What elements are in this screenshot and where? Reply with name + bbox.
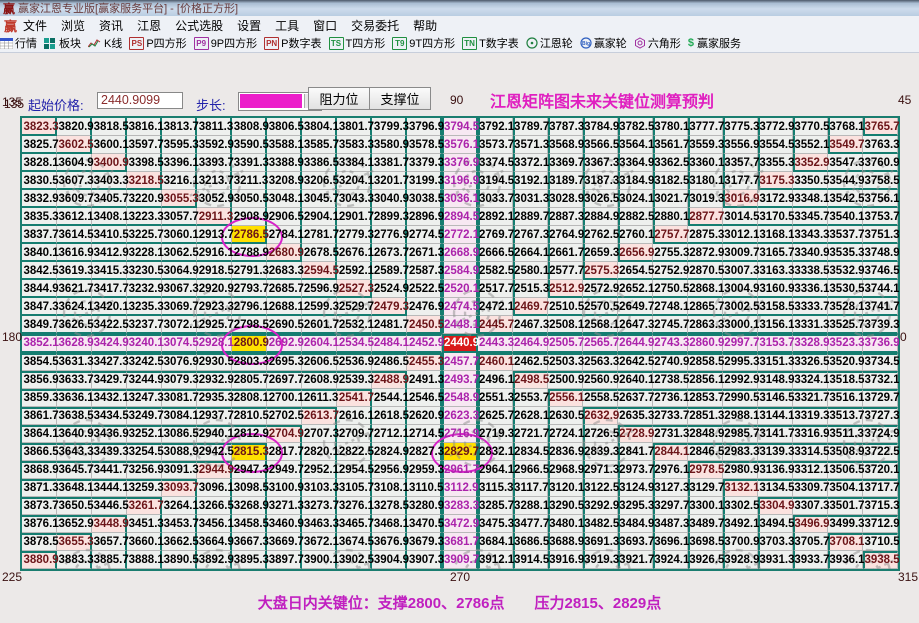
svg-text:Big: Big — [582, 41, 590, 47]
